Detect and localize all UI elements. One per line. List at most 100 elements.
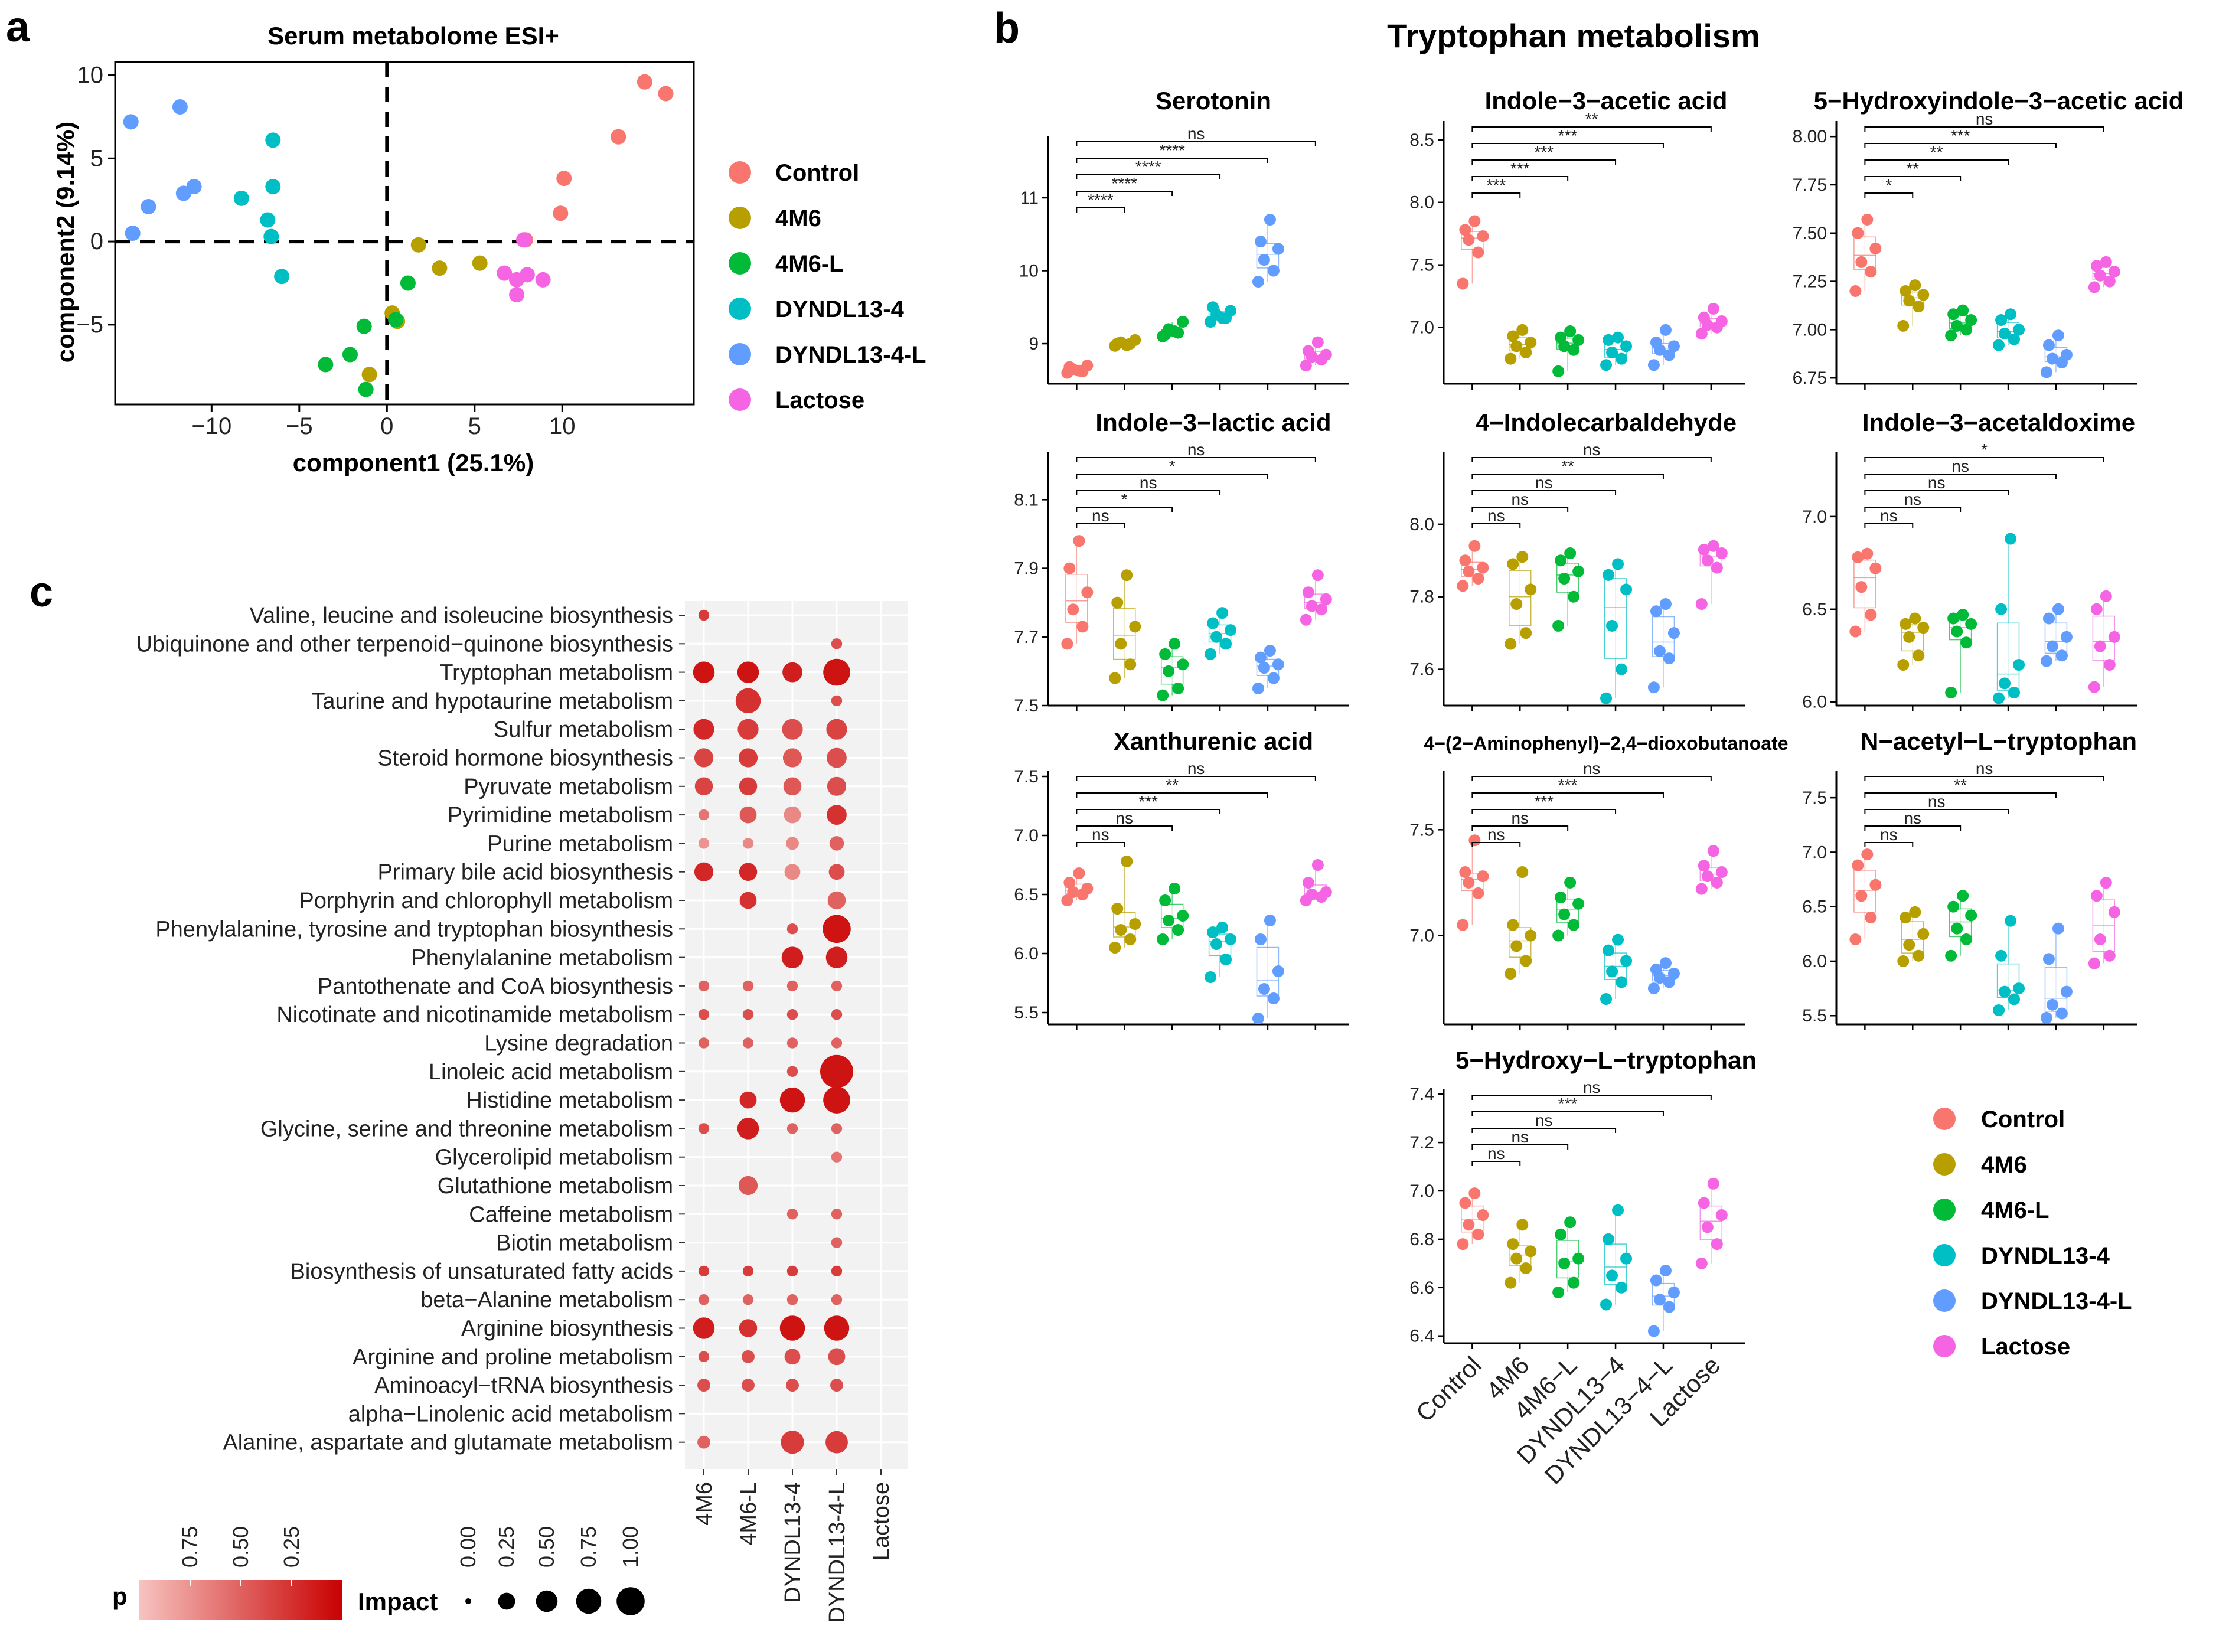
pathway-dot-dyndl13-4-l <box>831 695 843 707</box>
box-point-dyndl13-4 <box>1216 312 1229 324</box>
legend-a-item: DYNDL13-4-L <box>729 342 926 368</box>
sig-bracket <box>1864 126 2104 132</box>
box-point-4m6-l <box>1965 618 1977 630</box>
box-point-4m6-l <box>1558 573 1571 585</box>
legend-a-label: DYNDL13-4-L <box>775 342 926 368</box>
box-point-dyndl13-4-l <box>2060 985 2073 998</box>
box-point-4m6 <box>1516 1219 1529 1231</box>
pca-x-tick-label: −5 <box>286 413 313 439</box>
legend-impact-dot <box>576 1588 602 1614</box>
legend-b-swatch-control <box>1933 1108 1956 1130</box>
pathway-dot-dyndl13-4 <box>786 1123 798 1134</box>
box-point-dyndl13-4 <box>1616 1281 1628 1294</box>
legend-p-ticks: 0.75 0.50 0.25 <box>178 1526 303 1586</box>
legend-b-item: 4M6-L <box>1933 1197 2049 1223</box>
box-point-control <box>1076 621 1089 633</box>
sig-label: ns <box>1976 759 1993 778</box>
pca-y-tick-label: 5 <box>90 145 103 171</box>
box-point-4m6 <box>1124 933 1137 945</box>
legend-impact-tick-label: 0.00 <box>456 1526 480 1568</box>
box-point-4m6-l <box>1564 325 1577 337</box>
box-point-dyndl13-4-l <box>2052 329 2064 342</box>
box-point-dyndl13-4 <box>1620 583 1633 596</box>
box-point-4m6-l <box>1957 890 1969 902</box>
box-point-4m6 <box>1525 583 1537 596</box>
box-point-dyndl13-4-l <box>1264 645 1276 657</box>
pathway-dot-dyndl13-4 <box>786 923 798 935</box>
pathway-column-label: DYNDL13-4-L <box>825 1482 850 1623</box>
pca-point-control <box>637 74 652 90</box>
box-point-4m6-l <box>1564 1216 1577 1229</box>
box-point-dyndl13-4-l <box>2042 339 2055 351</box>
pathway-dot-4m6-l <box>742 1379 755 1392</box>
pathway-plot: Valine, leucine and isoleucine biosynthe… <box>136 601 908 1623</box>
box-point-4m6 <box>1516 866 1529 878</box>
box-point-dyndl13-4 <box>1616 663 1628 675</box>
pca-x-tick-label: 0 <box>380 413 393 439</box>
box-point-dyndl13-4-l <box>1663 1301 1675 1313</box>
box-point-4m6-l <box>1163 665 1175 677</box>
box-4m6 <box>1509 570 1532 626</box>
sig-label: ns <box>1928 474 1946 492</box>
box-point-4m6 <box>1520 627 1532 639</box>
box-point-dyndl13-4-l <box>1663 349 1675 361</box>
box-point-control <box>1472 1228 1484 1240</box>
legend-a-label: 4M6 <box>775 205 821 231</box>
pathway-dot-dyndl13-4 <box>786 1294 798 1305</box>
pathway-label: Pyrimidine metabolism <box>448 803 673 828</box>
box-point-4m6 <box>1917 928 1930 940</box>
legend-impact: Impact 0.00 0.25 0.50 0.75 1.00 <box>358 1526 645 1615</box>
pathway-dot-dyndl13-4 <box>786 1009 798 1020</box>
box-point-4m6 <box>1525 337 1537 349</box>
box-point-control <box>1463 1219 1475 1231</box>
box-point-4m6-l <box>1169 883 1181 894</box>
box-point-4m6-l <box>1177 910 1189 922</box>
box-point-dyndl13-4 <box>1216 922 1229 933</box>
sig-label: ns <box>1928 792 1946 811</box>
pca-x-tick-label: 5 <box>468 413 481 439</box>
pca-point-dyndl13-4 <box>233 190 249 206</box>
pathway-label: Pantothenate and CoA biosynthesis <box>318 974 673 999</box>
sig-bracket <box>1864 192 1914 198</box>
pathway-dot-4m6-l <box>737 719 759 740</box>
pca-point-dyndl13-4 <box>263 228 279 244</box>
box-y-tick-label: 7.0 <box>1409 318 1434 338</box>
box-point-control <box>1861 547 1874 560</box>
box-point-control <box>1849 933 1862 946</box>
box-point-dyndl13-4-l <box>2060 631 2073 643</box>
pathway-label: Arginine biosynthesis <box>461 1317 673 1341</box>
box-point-control <box>1477 230 1489 242</box>
box-point-lactose <box>1302 345 1314 357</box>
pathway-dot-dyndl13-4-l <box>831 1009 843 1020</box>
legend-p: p 0.75 0.50 0.25 <box>112 1526 342 1620</box>
box-point-lactose <box>1698 860 1710 872</box>
pathway-dot-dyndl13-4-l <box>827 891 846 910</box>
sig-bracket <box>1864 776 2104 781</box>
pathway-dot-dyndl13-4-l <box>825 946 848 968</box>
box-y-tick-label: 10 <box>1019 262 1039 281</box>
box-point-dyndl13-4 <box>1207 301 1219 314</box>
box-point-4m6 <box>1520 347 1532 359</box>
pathway-label: Nicotinate and nicotinamide metabolism <box>276 1003 673 1027</box>
legend-impact-dot <box>616 1587 645 1615</box>
legend-b-label: DYNDL13-4-L <box>1981 1288 2132 1314</box>
box-point-lactose <box>1698 311 1710 324</box>
box-point-dyndl13-4 <box>1995 603 2008 615</box>
sig-bracket <box>1471 1111 1664 1116</box>
box-point-dyndl13-4 <box>1612 933 1624 946</box>
box-point-lactose <box>2094 933 2106 946</box>
pathway-dot-dyndl13-4-l <box>831 638 843 649</box>
legend-b-item: DYNDL13-4-L <box>1933 1288 2132 1314</box>
box-panel-indole-3-acetic-acid: Indole−3−acetic acid7.07.58.08.5********… <box>1409 87 1745 390</box>
pathway-dot-dyndl13-4-l <box>831 1237 843 1248</box>
sig-bracket <box>1076 457 1316 462</box>
sig-bracket <box>1864 523 1914 528</box>
pathway-dot-dyndl13-4-l <box>831 1209 843 1220</box>
box-point-dyndl13-4-l <box>2052 922 2064 935</box>
box-panel-indole-3-lactic-acid: Indole−3−lactic acid 7.5 7.7 7.9 8.1 ns * ns * ns <box>1014 409 1349 716</box>
box-point-dyndl13-4-l <box>1647 681 1660 694</box>
pathway-dot-4m6-l <box>742 1037 754 1049</box>
box-point-4m6-l <box>1552 1287 1565 1298</box>
box-point-lactose <box>1320 886 1332 898</box>
pca-point-4m6-l <box>388 312 404 328</box>
